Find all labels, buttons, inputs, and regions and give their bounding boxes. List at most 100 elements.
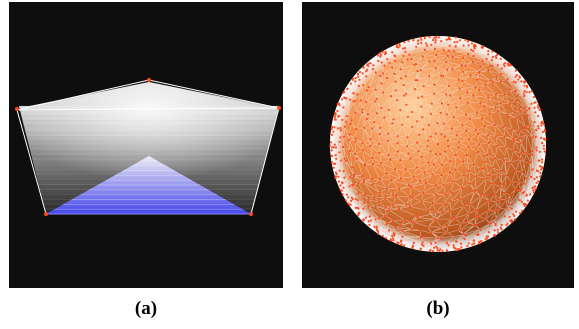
mesh-vertex xyxy=(343,125,346,128)
mesh-vertex xyxy=(390,178,393,182)
mesh-vertex xyxy=(401,47,404,50)
mesh-vertex xyxy=(493,193,496,196)
mesh-vertex xyxy=(502,63,505,66)
mesh-vertex xyxy=(395,43,399,47)
mesh-vertex xyxy=(513,218,516,221)
mesh-vertex xyxy=(354,76,357,80)
mesh-vertex xyxy=(456,229,459,232)
mesh-vertex xyxy=(404,50,407,53)
mesh-vertex xyxy=(361,141,364,144)
mesh-vertex xyxy=(354,152,357,155)
mesh-vertex xyxy=(528,91,531,94)
mesh-vertex xyxy=(461,79,464,82)
mesh-vertex xyxy=(427,139,430,142)
mesh-vertex xyxy=(349,122,352,125)
mesh-vertex xyxy=(383,64,386,67)
mesh-vertex xyxy=(475,78,479,81)
mesh-vertex xyxy=(523,90,526,93)
mesh-vertex xyxy=(486,134,490,137)
mesh-vertex xyxy=(430,231,433,235)
mesh-vertex xyxy=(387,153,390,156)
mesh-vertex xyxy=(514,81,517,84)
mesh-vertex xyxy=(537,159,540,162)
mesh-vertex xyxy=(497,173,500,176)
mesh-vertex xyxy=(376,232,380,235)
mesh-vertex xyxy=(427,161,430,164)
mesh-vertex xyxy=(528,107,531,110)
mesh-vertex xyxy=(440,133,443,136)
mesh-vertex xyxy=(332,162,335,165)
mesh-vertex xyxy=(512,213,515,216)
mesh-vertex xyxy=(393,234,396,237)
inner-triangle-bands xyxy=(54,160,243,210)
mesh-vertex xyxy=(395,45,398,49)
mesh-vertex xyxy=(351,166,354,169)
mesh-vertex xyxy=(341,193,344,196)
mesh-vertex xyxy=(385,187,388,190)
mesh-vertex xyxy=(534,101,537,104)
mesh-vertex xyxy=(533,177,536,181)
mesh-vertex xyxy=(512,138,515,141)
mesh-vertex xyxy=(534,185,537,188)
mesh-vertex xyxy=(430,242,433,245)
mesh-vertex xyxy=(494,93,497,96)
control-vertex xyxy=(277,106,281,110)
mesh-vertex xyxy=(518,180,521,183)
mesh-vertex xyxy=(516,94,519,97)
mesh-vertex xyxy=(345,115,348,118)
mesh-vertex xyxy=(405,103,408,106)
mesh-vertex xyxy=(386,58,389,61)
mesh-vertex xyxy=(338,169,341,172)
mesh-vertex xyxy=(439,237,442,240)
mesh-vertex xyxy=(447,145,450,148)
mesh-vertex xyxy=(541,141,544,145)
mesh-vertex xyxy=(458,248,461,251)
mesh-vertex xyxy=(533,106,536,109)
mesh-vertex xyxy=(517,78,520,81)
mesh-vertex xyxy=(494,217,497,220)
mesh-vertex xyxy=(459,242,463,245)
mesh-vertex xyxy=(372,182,375,185)
mesh-vertex xyxy=(457,78,460,81)
mesh-vertex xyxy=(457,146,460,149)
mesh-vertex xyxy=(407,152,410,155)
mesh-vertex xyxy=(488,173,491,177)
mesh-vertex xyxy=(399,109,402,112)
mesh-vertex xyxy=(461,186,464,190)
mesh-vertex xyxy=(462,57,465,60)
mesh-vertex xyxy=(422,244,425,247)
mesh-vertex xyxy=(416,79,419,82)
mesh-vertex xyxy=(357,75,360,78)
mesh-vertex xyxy=(416,141,419,144)
mesh-vertex xyxy=(505,224,508,227)
mesh-vertex xyxy=(499,226,502,229)
mesh-vertex xyxy=(515,73,518,77)
mesh-vertex xyxy=(441,210,444,213)
mesh-vertex xyxy=(496,110,500,113)
mesh-vertex xyxy=(530,176,533,179)
sphere-mesh-render xyxy=(329,35,547,253)
mesh-vertex xyxy=(472,45,476,48)
mesh-vertex xyxy=(534,135,537,138)
mesh-vertex xyxy=(388,229,391,232)
mesh-vertex xyxy=(434,184,437,187)
mesh-vertex xyxy=(475,111,479,114)
mesh-vertex xyxy=(381,72,385,75)
mesh-vertex xyxy=(383,116,386,119)
mesh-vertex xyxy=(422,85,425,88)
mesh-vertex xyxy=(479,65,482,68)
mesh-vertex xyxy=(535,176,538,179)
mesh-vertex xyxy=(331,125,334,129)
mesh-vertex xyxy=(456,249,459,252)
mesh-vertex xyxy=(435,53,438,57)
mesh-vertex xyxy=(465,154,468,157)
mesh-vertex xyxy=(523,107,526,110)
mesh-vertex xyxy=(416,166,419,169)
mesh-vertex xyxy=(519,152,522,155)
mesh-vertex xyxy=(449,38,452,41)
mesh-vertex xyxy=(398,42,401,46)
mesh-vertex xyxy=(484,218,487,221)
mesh-vertex xyxy=(351,78,354,81)
mesh-vertex xyxy=(419,68,422,72)
mesh-vertex xyxy=(452,180,455,183)
